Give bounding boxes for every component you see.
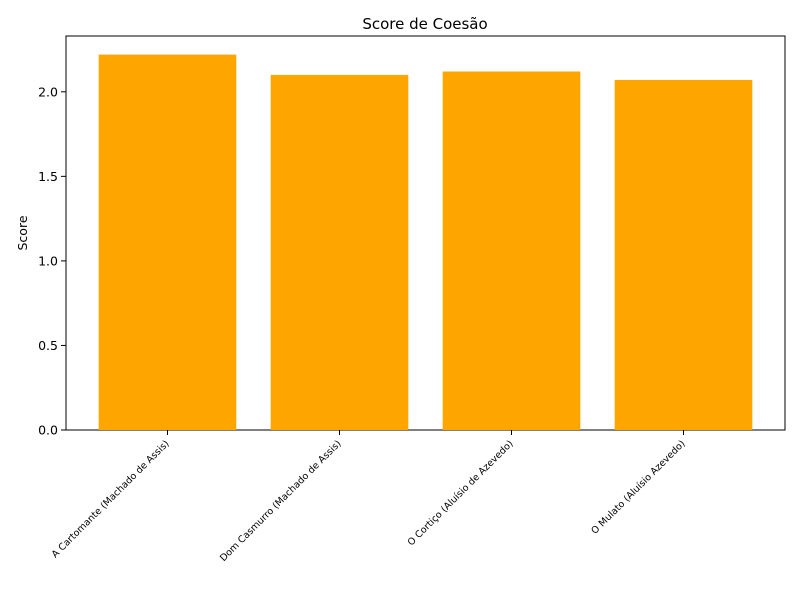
bars-group — [98, 54, 753, 430]
plot-frame — [65, 35, 786, 431]
x-axis: A Cartomante (Machado de Assis) Dom Casmu… — [50, 430, 688, 564]
y-axis: 0.0 0.5 1.0 1.5 2.0 — [38, 84, 66, 438]
x-tick-label-3: O Cortiço (Aluísio de Azevedo) — [406, 438, 516, 548]
x-tick-label-2: Dom Casmurro (Machado de Assis) — [218, 438, 344, 564]
bar-3 — [442, 71, 581, 430]
plot-area — [65, 35, 786, 431]
bar-2 — [270, 74, 409, 430]
y-tick-label-3: 1.0 — [38, 253, 58, 268]
bar-1 — [98, 54, 237, 430]
y-tick-label-2: 0.5 — [38, 338, 58, 353]
x-tick-label-1: A Cartomante (Machado de Assis) — [50, 438, 172, 560]
y-tick-label-4: 1.5 — [38, 169, 58, 184]
y-tick-label-1: 0.0 — [38, 423, 58, 438]
x-tick-label-4: O Mulato (Aluísio Azevedo) — [589, 438, 687, 536]
y-axis-label: Score — [15, 215, 30, 250]
y-tick-label-5: 2.0 — [38, 84, 58, 99]
chart-title: Score de Coesão — [362, 15, 487, 33]
bar-4 — [614, 79, 753, 430]
